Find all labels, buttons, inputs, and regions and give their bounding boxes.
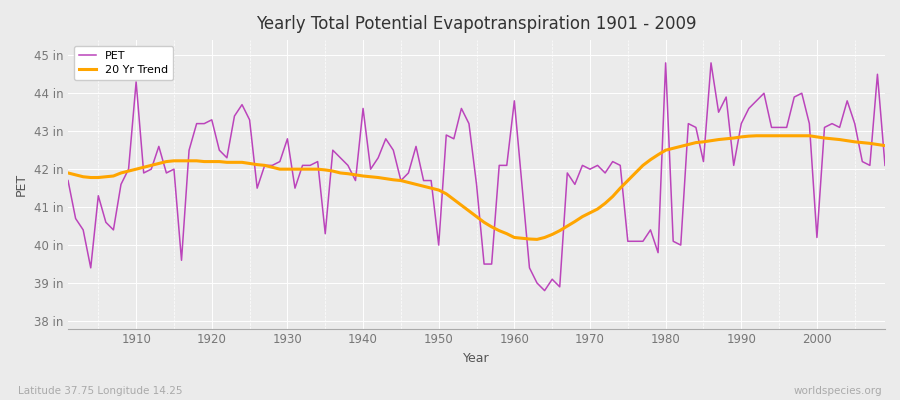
X-axis label: Year: Year bbox=[464, 352, 490, 365]
Title: Yearly Total Potential Evapotranspiration 1901 - 2009: Yearly Total Potential Evapotranspiratio… bbox=[256, 15, 697, 33]
PET bbox=[539, 288, 550, 293]
20 Yr Trend bbox=[501, 231, 512, 236]
PET bbox=[508, 98, 519, 103]
PET bbox=[335, 155, 346, 160]
20 Yr Trend bbox=[335, 170, 346, 175]
PET bbox=[290, 186, 301, 190]
PET bbox=[63, 178, 74, 183]
PET bbox=[608, 159, 618, 164]
20 Yr Trend bbox=[879, 143, 890, 148]
20 Yr Trend bbox=[532, 237, 543, 242]
Legend: PET, 20 Yr Trend: PET, 20 Yr Trend bbox=[74, 46, 174, 80]
20 Yr Trend bbox=[751, 133, 761, 138]
20 Yr Trend bbox=[290, 167, 301, 172]
PET bbox=[501, 163, 512, 168]
Line: 20 Yr Trend: 20 Yr Trend bbox=[68, 136, 885, 239]
20 Yr Trend bbox=[123, 169, 134, 174]
Text: worldspecies.org: worldspecies.org bbox=[794, 386, 882, 396]
Text: Latitude 37.75 Longitude 14.25: Latitude 37.75 Longitude 14.25 bbox=[18, 386, 183, 396]
20 Yr Trend bbox=[608, 194, 618, 199]
PET bbox=[123, 167, 134, 172]
Line: PET: PET bbox=[68, 63, 885, 291]
PET bbox=[661, 60, 671, 65]
20 Yr Trend bbox=[63, 170, 74, 175]
Y-axis label: PET: PET bbox=[15, 173, 28, 196]
20 Yr Trend bbox=[508, 235, 519, 240]
PET bbox=[879, 163, 890, 168]
